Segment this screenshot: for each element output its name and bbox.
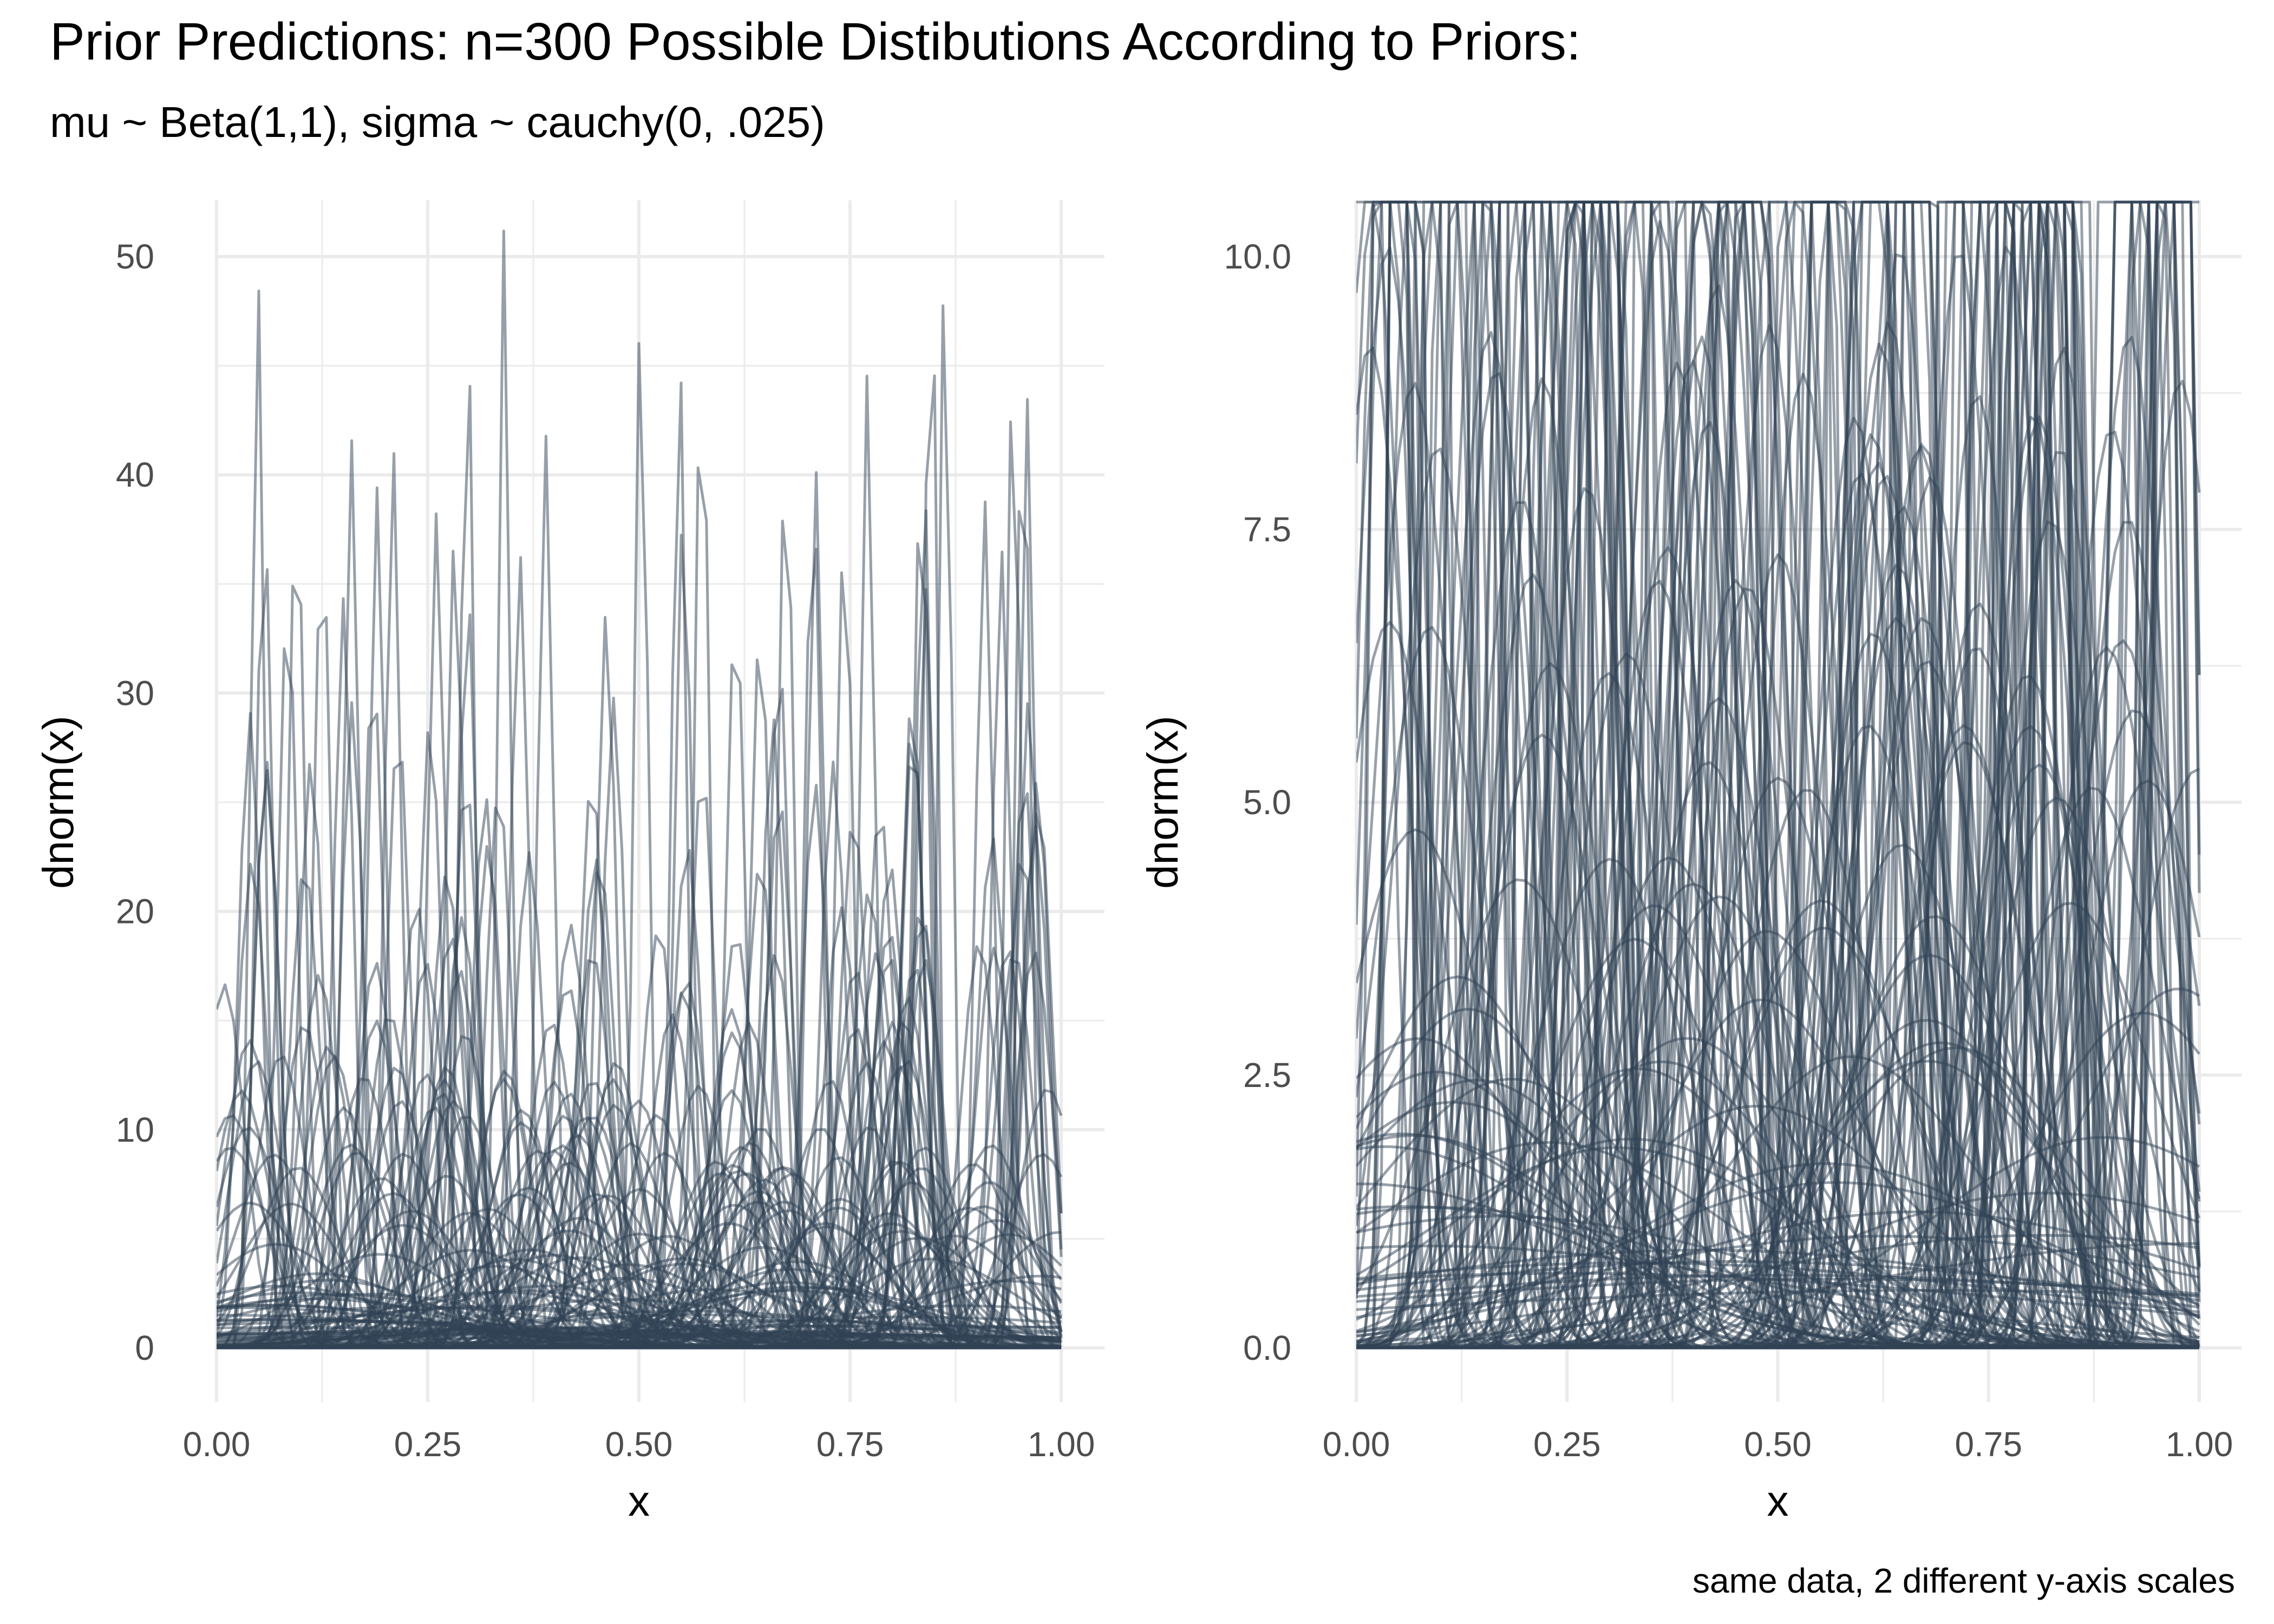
y-tick-label: 10.0 [1224, 237, 1291, 276]
y-tick-label: 2.5 [1243, 1056, 1291, 1095]
series-line-236 [1356, 1210, 2200, 1334]
x-tick-label: 0.50 [1744, 1425, 1812, 1464]
chart-subtitle: mu ~ Beta(1,1), sigma ~ cauchy(0, .025) [50, 98, 825, 146]
x-tick-label: 1.00 [1028, 1425, 1095, 1464]
series-line-237 [1356, 1162, 2200, 1338]
y-axis-label: dnorm(x) [1139, 716, 1187, 889]
chart-title: Prior Predictions: n=300 Possible Distib… [50, 12, 1581, 71]
y-tick-label: 10 [116, 1110, 154, 1149]
density-curves [1356, 200, 2201, 1350]
x-tick-label: 0.75 [1955, 1425, 2022, 1464]
series-line-298 [217, 381, 1061, 1350]
y-tick-label: 0.0 [1243, 1328, 1291, 1367]
left-panel: 0 10 20 30 40 50 0.00 0.25 0.50 0.75 1.00 x dnorm(x) [34, 200, 1105, 1525]
y-axis-label: dnorm(x) [34, 716, 82, 889]
y-tick-label: 50 [116, 237, 154, 276]
x-tick-label: 0.50 [605, 1425, 673, 1464]
series-line-250 [1356, 1055, 2200, 1350]
series-line-292 [1356, 1067, 2199, 1350]
chart-caption: same data, 2 different y-axis scales [1693, 1561, 2235, 1600]
y-tick-label: 0 [135, 1328, 154, 1367]
y-tick-label: 30 [116, 673, 154, 712]
density-curves [217, 230, 1063, 1350]
x-tick-label: 0.25 [394, 1425, 462, 1464]
x-tick-label: 0.25 [1533, 1425, 1601, 1464]
series-line-299 [217, 1333, 1062, 1340]
series-line-299 [1356, 1278, 2200, 1303]
x-tick-label: 0.00 [1323, 1425, 1390, 1464]
y-tick-label: 5.0 [1243, 783, 1291, 822]
series-line-212 [1356, 1245, 2200, 1339]
x-tick-label: 1.00 [2166, 1425, 2233, 1464]
series-line-237 [217, 1309, 1062, 1347]
x-tick-label: 0.75 [816, 1425, 884, 1464]
x-axis-label: x [628, 1477, 650, 1525]
x-axis-label: x [1767, 1477, 1789, 1525]
series-line-236 [217, 1319, 1062, 1346]
right-panel: 0.0 2.5 5.0 7.5 10.0 0.00 0.25 0.50 0.75 1.00 x dno… [1139, 200, 2242, 1525]
y-tick-label: 7.5 [1243, 510, 1291, 549]
y-tick-label: 20 [116, 892, 154, 931]
x-tick-label: 0.00 [183, 1425, 251, 1464]
y-tick-label: 40 [116, 455, 154, 494]
series-line-298 [1356, 200, 2199, 1350]
